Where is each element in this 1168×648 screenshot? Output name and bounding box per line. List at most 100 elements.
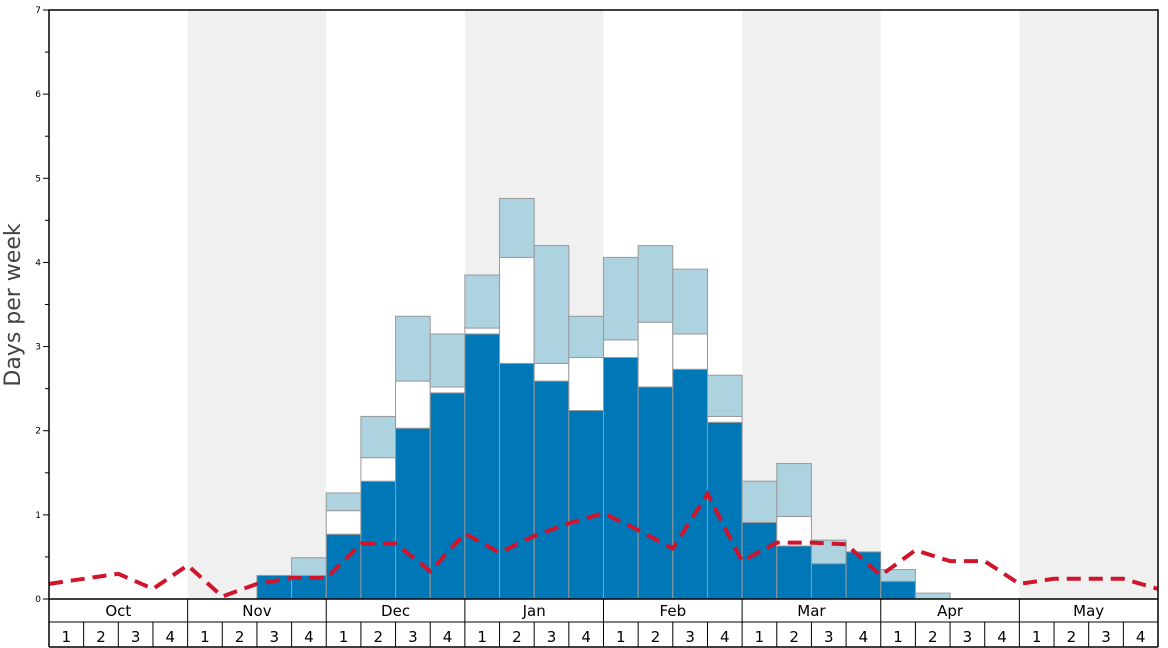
bar-white-segment xyxy=(637,321,674,388)
bar-light-segment xyxy=(464,274,501,329)
week-label: 2 xyxy=(789,628,799,646)
week-label: 3 xyxy=(1101,628,1111,646)
month-label: Nov xyxy=(242,602,271,620)
bar-white-segment xyxy=(395,380,431,429)
y-tick-label: 0 xyxy=(35,595,41,605)
bar-light-segment xyxy=(776,463,812,518)
week-label: 2 xyxy=(235,628,245,646)
bar-dark-segment xyxy=(533,380,570,600)
bar-dark-segment xyxy=(880,580,916,600)
month-label: Oct xyxy=(105,602,131,620)
bar-light-segment xyxy=(914,592,951,600)
bar-light-segment xyxy=(429,333,466,388)
bar-dark-segment xyxy=(741,521,778,600)
week-label: 1 xyxy=(477,628,487,646)
average-line-group xyxy=(48,489,1159,599)
x-axis-table: Oct 1 2 3 4 Nov 1 2 3 4 Dec 1 2 3 4 Jan 1 2 3 4 Feb 1 2 3 4 Mar 1 2… xyxy=(48,599,1159,648)
week-label: 3 xyxy=(131,628,141,646)
bar-dark-segment xyxy=(499,362,535,600)
month-label: Apr xyxy=(937,602,964,620)
bar-white-segment xyxy=(499,256,535,364)
week-label: 4 xyxy=(1136,628,1146,646)
bar-light-segment xyxy=(741,480,778,523)
y-tick-label: 1 xyxy=(35,511,41,521)
bar-light-segment xyxy=(325,492,362,512)
bar-light-segment xyxy=(395,315,431,382)
week-label: 2 xyxy=(373,628,383,646)
bar-white-segment xyxy=(603,339,639,359)
week-label: 4 xyxy=(720,628,730,646)
week-label: 1 xyxy=(616,628,626,646)
bar-white-segment xyxy=(464,327,501,335)
week-label: 3 xyxy=(963,628,973,646)
week-label: 1 xyxy=(755,628,765,646)
bar-white-segment xyxy=(325,510,362,535)
week-label: 4 xyxy=(997,628,1007,646)
bar-light-segment xyxy=(533,245,570,364)
y-tick-label: 5 xyxy=(35,174,41,184)
bar-white-segment xyxy=(672,333,708,370)
y-tick-label: 3 xyxy=(35,343,41,353)
month-label: May xyxy=(1073,602,1104,620)
week-label: 3 xyxy=(685,628,695,646)
bar-light-segment xyxy=(603,256,639,341)
bar-light-segment xyxy=(880,569,916,582)
bar-dark-segment xyxy=(568,410,604,600)
week-label: 2 xyxy=(1067,628,1077,646)
week-label: 3 xyxy=(408,628,418,646)
week-label: 1 xyxy=(339,628,349,646)
bar-dark-segment xyxy=(672,368,708,600)
bar-light-segment xyxy=(637,245,674,323)
bar-white-segment xyxy=(706,415,743,423)
month-band xyxy=(1019,10,1158,599)
bar-light-segment xyxy=(672,268,708,335)
week-label: 1 xyxy=(200,628,210,646)
week-label: 4 xyxy=(304,628,314,646)
week-label: 4 xyxy=(443,628,453,646)
week-label: 3 xyxy=(269,628,279,646)
y-tick-label: 4 xyxy=(35,258,41,268)
week-label: 2 xyxy=(651,628,661,646)
week-label: 1 xyxy=(893,628,903,646)
week-label: 4 xyxy=(859,628,869,646)
y-tick-label: 6 xyxy=(35,90,41,100)
average-line xyxy=(48,489,1159,599)
bar-white-segment xyxy=(533,362,570,382)
y-tick-label: 7 xyxy=(35,6,41,16)
week-label: 2 xyxy=(512,628,522,646)
bar-dark-segment xyxy=(360,480,397,600)
bar-light-segment xyxy=(291,557,327,576)
week-label: 4 xyxy=(166,628,176,646)
bar-dark-segment xyxy=(637,386,674,600)
bar-light-segment xyxy=(568,315,604,359)
y-tick-label: 2 xyxy=(35,427,41,437)
bar-white-segment xyxy=(568,357,604,412)
bar-dark-segment xyxy=(395,427,431,600)
week-label: 3 xyxy=(824,628,834,646)
month-band xyxy=(187,10,327,599)
y-axis-label: Days per week xyxy=(1,223,26,386)
bar-dark-segment xyxy=(845,551,882,600)
month-label: Mar xyxy=(797,602,826,620)
month-label: Jan xyxy=(522,602,546,620)
bar-dark-segment xyxy=(429,392,466,600)
week-label: 2 xyxy=(928,628,938,646)
week-label: 2 xyxy=(96,628,106,646)
bar-dark-segment xyxy=(603,357,639,600)
bar-dark-segment xyxy=(706,421,743,600)
week-label: 3 xyxy=(547,628,557,646)
bar-dark-segment xyxy=(776,545,812,600)
bar-dark-segment xyxy=(464,333,501,600)
week-label: 4 xyxy=(581,628,591,646)
bar-light-segment xyxy=(360,415,397,459)
month-label: Dec xyxy=(381,602,410,620)
bar-dark-segment xyxy=(810,563,847,600)
bar-dark-segment xyxy=(325,533,362,600)
week-label: 1 xyxy=(62,628,72,646)
bar-light-segment xyxy=(706,374,743,417)
bar-white-segment xyxy=(360,457,397,482)
month-label: Feb xyxy=(660,602,687,620)
week-label: 1 xyxy=(1032,628,1042,646)
bar-white-segment xyxy=(429,386,466,394)
